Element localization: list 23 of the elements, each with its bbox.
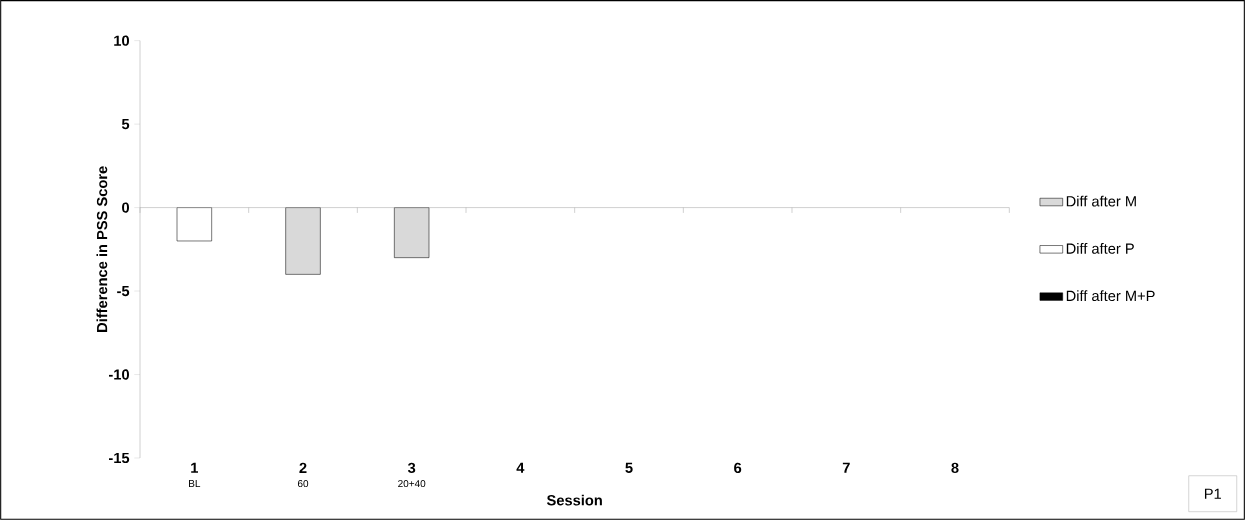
y-axis-title: Difference in PSS Score — [96, 166, 108, 332]
x-tick-label: 7 — [842, 462, 850, 473]
text: 60 — [297, 480, 309, 488]
x-tick-label: 2 — [299, 462, 307, 473]
y-tick-label: -15 — [108, 452, 130, 464]
x-axis-title: Session — [546, 494, 602, 506]
y-tick-label: -5 — [117, 285, 130, 297]
x-tick-label: 1 — [191, 462, 198, 473]
x-tick-label: 8 — [951, 462, 959, 474]
text: BL — [189, 480, 201, 487]
y-tick-label: 5 — [121, 119, 130, 130]
text: P1 — [1204, 488, 1221, 499]
legend-label: Diff after M — [1066, 195, 1136, 207]
text: 20+40 — [398, 480, 426, 488]
y-tick-label: 10 — [114, 35, 129, 46]
y-tick-label: 0 — [122, 202, 129, 213]
x-tick-label: 3 — [407, 462, 416, 474]
y-tick-label: -10 — [108, 369, 129, 380]
legend-label: Diff after P — [1066, 243, 1134, 254]
x-tick-label: 6 — [734, 462, 742, 474]
legend-label: Diff after M+P — [1066, 290, 1155, 302]
x-tick-label: 4 — [516, 462, 525, 473]
x-tick-label: 5 — [625, 462, 633, 473]
